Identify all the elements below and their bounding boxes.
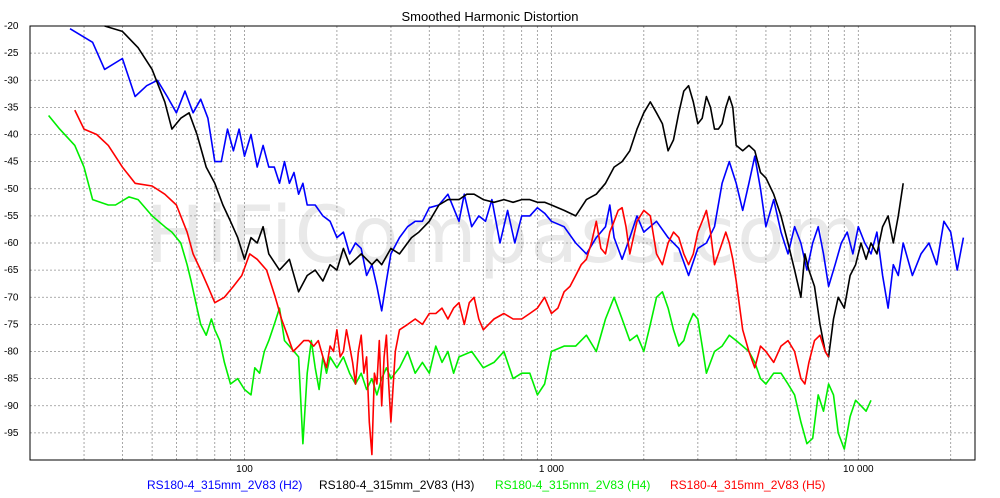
y-tick-label: -40 xyxy=(4,130,19,141)
y-tick-label: -65 xyxy=(4,265,19,276)
legend-item-h3: RS180-4_315mm_2V83 (H3) xyxy=(319,478,474,492)
y-tick-label: -75 xyxy=(4,319,19,330)
y-tick-label: -20 xyxy=(4,21,19,32)
watermark: HiFiCompass.com xyxy=(145,191,864,281)
y-tick-label: -90 xyxy=(4,401,19,412)
y-tick-label: -95 xyxy=(4,428,19,439)
x-axis-ticks: 100 1 000 10 000 xyxy=(236,464,874,475)
plot-frame xyxy=(29,25,976,461)
legend-item-h2: RS180-4_315mm_2V83 (H2) xyxy=(147,478,302,492)
chart-title: Smoothed Harmonic Distortion xyxy=(401,9,578,24)
legend: RS180-4_315mm_2V83 (H2) RS180-4_315mm_2V… xyxy=(147,478,825,492)
series-line-h2 xyxy=(69,28,965,312)
y-tick-label: -80 xyxy=(4,347,19,358)
y-tick-label: -55 xyxy=(4,211,19,222)
y-tick-label: -85 xyxy=(4,374,19,385)
series-lines xyxy=(47,25,965,456)
series-line-h3 xyxy=(104,25,904,358)
series-line-h5 xyxy=(74,109,830,456)
y-tick-label: -25 xyxy=(4,48,19,59)
y-tick-label: -30 xyxy=(4,75,19,86)
y-tick-label: -50 xyxy=(4,184,19,195)
y-tick-label: -45 xyxy=(4,157,19,168)
legend-item-h4: RS180-4_315mm_2V83 (H4) xyxy=(495,478,650,492)
x-tick-label: 1 000 xyxy=(539,464,564,475)
y-axis-ticks: -20 -25 -30 -35 -40 -45 -50 -55 -60 -65 -70 -75 -80 -… xyxy=(4,21,19,439)
legend-item-h5: RS180-4_315mm_2V83 (H5) xyxy=(670,478,825,492)
y-tick-label: -35 xyxy=(4,102,19,113)
x-tick-label: 100 xyxy=(236,464,253,475)
y-tick-label: -70 xyxy=(4,292,19,303)
y-tick-label: -60 xyxy=(4,238,19,249)
x-tick-label: 10 000 xyxy=(843,464,874,475)
